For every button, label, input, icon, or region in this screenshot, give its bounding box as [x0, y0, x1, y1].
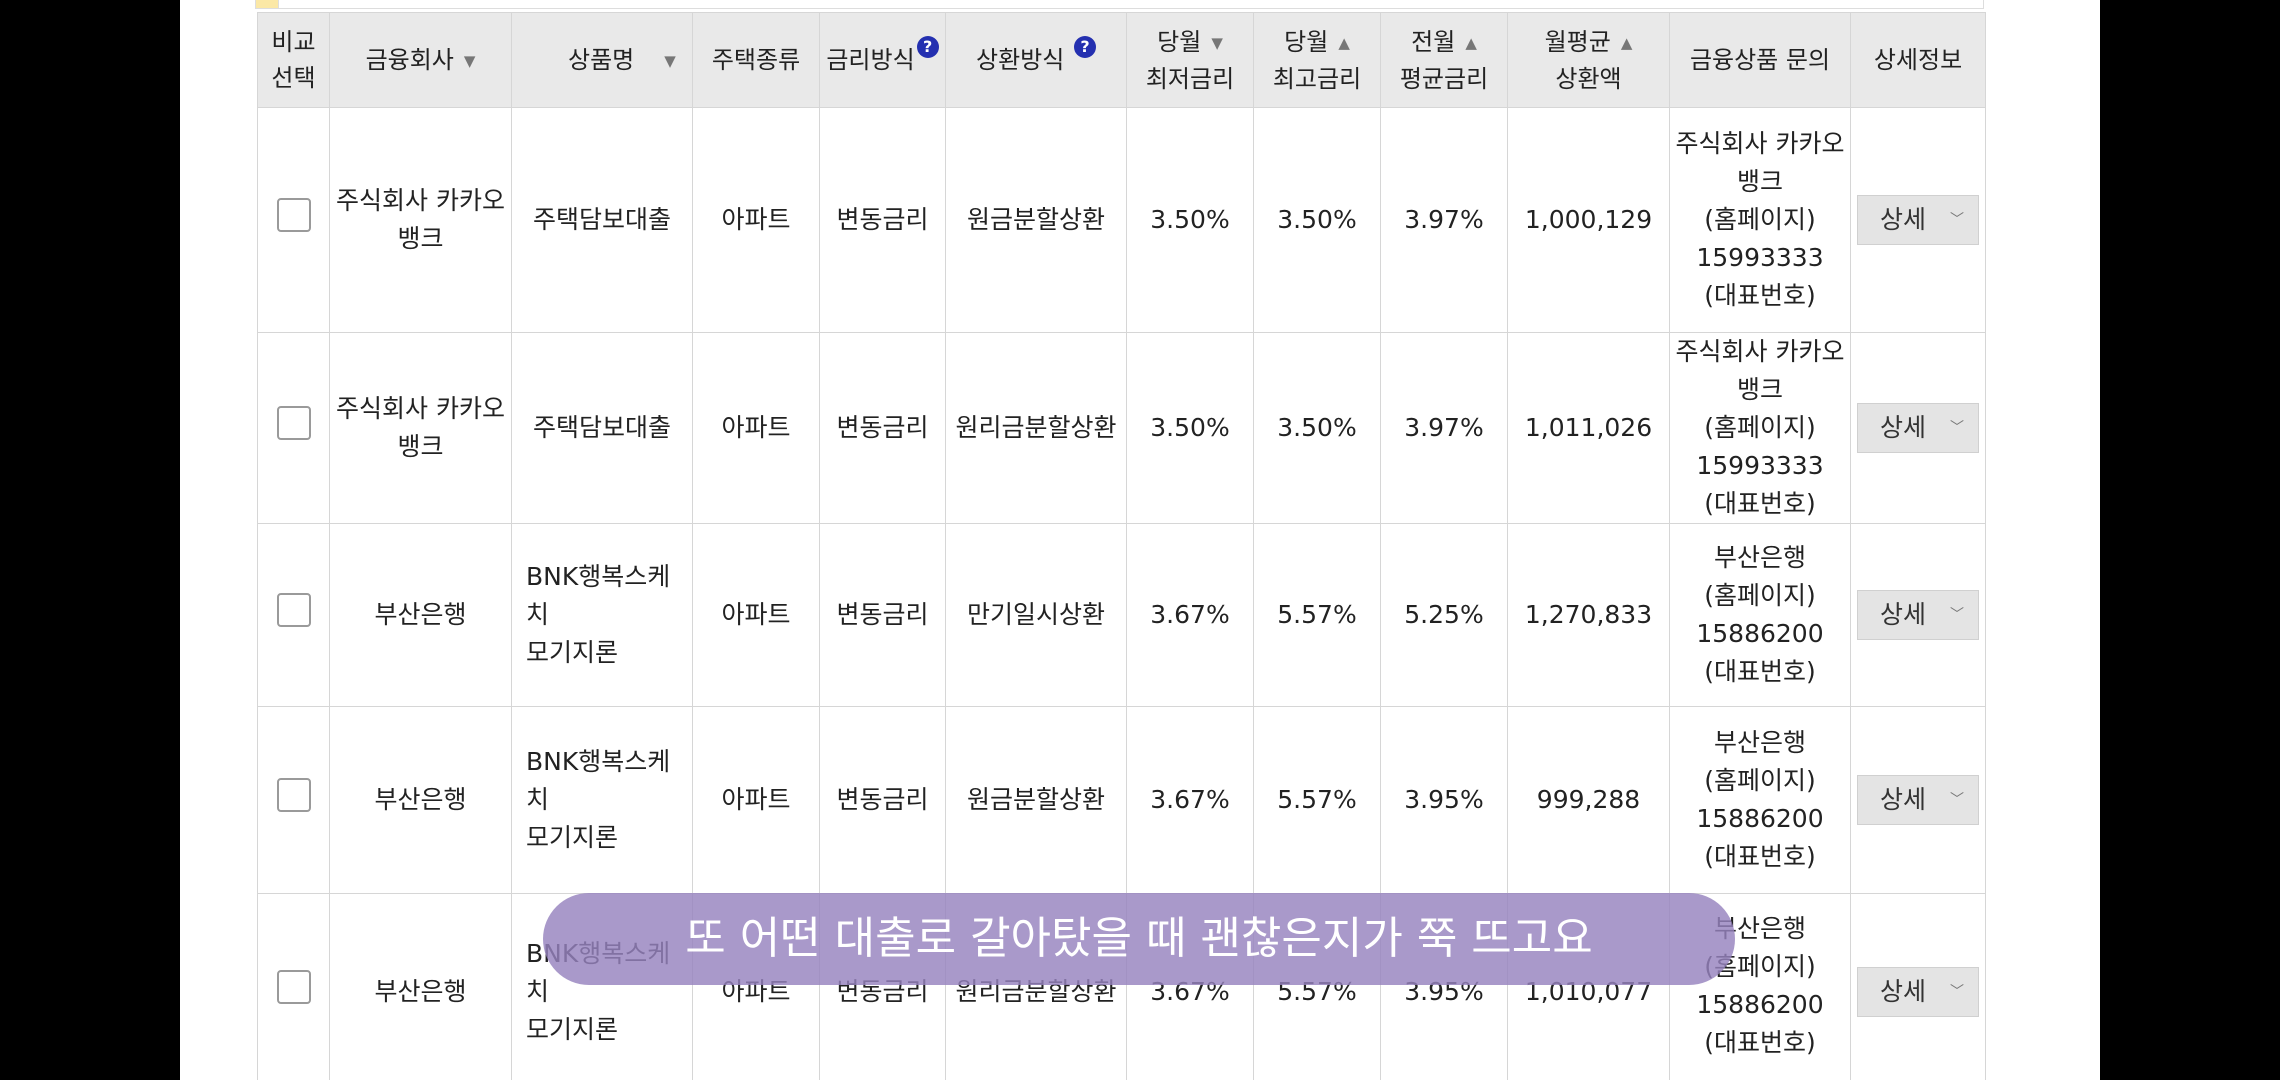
rate-method-cell: 변동금리 — [819, 332, 946, 524]
monthly-payment-cell: 1,000,129 — [1507, 107, 1670, 333]
company-cell: 주식회사 카카오 뱅크 — [329, 332, 512, 524]
chevron-down-icon: ﹀ — [1950, 984, 1964, 1000]
rate-method-cell: 변동금리 — [819, 523, 946, 707]
header-select: 비교 선택 — [257, 12, 330, 108]
chevron-down-icon: ﹀ — [1950, 792, 1964, 808]
header-detail: 상세정보 — [1850, 12, 1986, 108]
inquiry-cell: 주식회사 카카오 뱅크 (홈페이지) 15993333 (대표번호) — [1669, 107, 1851, 333]
detail-button[interactable]: 상세 ﹀ — [1857, 775, 1979, 825]
table-row: 주식회사 카카오 뱅크 주택담보대출 아파트 변동금리 원리금분할상환 3.50%… — [257, 332, 1986, 524]
sort-down-icon[interactable]: ▼ — [1211, 33, 1223, 52]
rate-method-cell: 변동금리 — [819, 706, 946, 894]
compare-checkbox[interactable] — [276, 197, 311, 232]
max-rate-cell: 5.57% — [1253, 523, 1381, 707]
max-rate-cell: 3.50% — [1253, 332, 1381, 524]
chevron-down-icon: ﹀ — [1950, 420, 1964, 436]
help-icon[interactable]: ? — [1073, 36, 1096, 58]
house-type-cell: 아파트 — [692, 706, 820, 894]
header-repay-method: 상환방식 ? — [945, 12, 1127, 108]
compare-checkbox[interactable] — [276, 405, 311, 440]
inquiry-cell: 부산은행 (홈페이지) 15886200 (대표번호) — [1669, 706, 1851, 894]
header-current-max-rate[interactable]: 당월 ▲ 최고금리 — [1253, 12, 1381, 108]
sort-up-icon[interactable]: ▲ — [1465, 33, 1477, 52]
detail-button[interactable]: 상세 ﹀ — [1857, 195, 1979, 245]
sort-up-icon[interactable]: ▲ — [1620, 33, 1633, 52]
avg-rate-cell: 3.97% — [1380, 332, 1508, 524]
header-prev-avg-rate[interactable]: 전월 ▲ 평균금리 — [1380, 12, 1508, 108]
header-inquiry: 금융상품 문의 — [1669, 12, 1851, 108]
avg-rate-cell: 3.95% — [1380, 706, 1508, 894]
detail-button[interactable]: 상세 ﹀ — [1857, 967, 1979, 1017]
min-rate-cell: 3.50% — [1126, 107, 1254, 333]
company-cell: 부산은행 — [329, 523, 512, 707]
header-rate-method: 금리방식? — [819, 12, 946, 108]
sort-up-icon[interactable]: ▲ — [1338, 33, 1350, 52]
sort-down-icon[interactable]: ▼ — [463, 51, 476, 70]
product-cell: 주택담보대출 — [511, 332, 693, 524]
min-rate-cell: 3.67% — [1126, 523, 1254, 707]
compare-checkbox[interactable] — [276, 969, 311, 1004]
sort-down-icon[interactable]: ▼ — [664, 51, 676, 70]
company-cell: 주식회사 카카오 뱅크 — [329, 107, 512, 333]
table-header-row: 비교 선택 금융회사 ▼ 상품명 ▼ 주택종류 금리방식? 상환방식 ? 당월 ▼ 최저금… — [257, 12, 1986, 108]
repay-method-cell: 원금분할상환 — [945, 706, 1127, 894]
loan-comparison-table: 비교 선택 금융회사 ▼ 상품명 ▼ 주택종류 금리방식? 상환방식 ? 당월 ▼ 최저금… — [257, 12, 1986, 1080]
table-row: 부산은행 BNK행복스케치 모기지론 아파트 변동금리 원금분할상환 3.67% … — [257, 706, 1986, 894]
repay-method-cell: 원금분할상환 — [945, 107, 1127, 333]
rate-method-cell: 변동금리 — [819, 107, 946, 333]
monthly-payment-cell: 1,270,833 — [1507, 523, 1670, 707]
house-type-cell: 아파트 — [692, 523, 820, 707]
product-cell: 주택담보대출 — [511, 107, 693, 333]
compare-checkbox[interactable] — [276, 777, 311, 812]
table-row: 부산은행 BNK행복스케치 모기지론 아파트 변동금리 만기일시상환 3.67% … — [257, 523, 1986, 707]
monthly-payment-cell: 1,011,026 — [1507, 332, 1670, 524]
inquiry-cell: 부산은행 (홈페이지) 15886200 (대표번호) — [1669, 523, 1851, 707]
company-cell: 부산은행 — [329, 893, 512, 1080]
avg-rate-cell: 3.97% — [1380, 107, 1508, 333]
top-panel-edge — [255, 0, 1984, 9]
header-house-type: 주택종류 — [692, 12, 820, 108]
help-icon[interactable]: ? — [916, 36, 939, 58]
max-rate-cell: 5.57% — [1253, 706, 1381, 894]
video-subtitle: 또 어떤 대출로 갈아탔을 때 괜찮은지가 쭉 뜨고요 — [543, 893, 1735, 985]
detail-button[interactable]: 상세 ﹀ — [1857, 590, 1979, 640]
header-current-min-rate[interactable]: 당월 ▼ 최저금리 — [1126, 12, 1254, 108]
monthly-payment-cell: 999,288 — [1507, 706, 1670, 894]
web-page: 비교 선택 금융회사 ▼ 상품명 ▼ 주택종류 금리방식? 상환방식 ? 당월 ▼ 최저금… — [180, 0, 2100, 1080]
repay-method-cell: 만기일시상환 — [945, 523, 1127, 707]
min-rate-cell: 3.67% — [1126, 706, 1254, 894]
compare-checkbox[interactable] — [276, 592, 311, 627]
repay-method-cell: 원리금분할상환 — [945, 332, 1127, 524]
company-cell: 부산은행 — [329, 706, 512, 894]
min-rate-cell: 3.50% — [1126, 332, 1254, 524]
detail-button[interactable]: 상세 ﹀ — [1857, 403, 1979, 453]
inquiry-cell: 주식회사 카카오 뱅크 (홈페이지) 15993333 (대표번호) — [1669, 332, 1851, 524]
chevron-down-icon: ﹀ — [1950, 212, 1964, 228]
house-type-cell: 아파트 — [692, 107, 820, 333]
header-product[interactable]: 상품명 ▼ — [511, 12, 693, 108]
house-type-cell: 아파트 — [692, 332, 820, 524]
chevron-down-icon: ﹀ — [1950, 607, 1964, 623]
table-row: 주식회사 카카오 뱅크 주택담보대출 아파트 변동금리 원금분할상환 3.50% … — [257, 107, 1986, 333]
header-monthly-payment[interactable]: 월평균 ▲ 상환액 — [1507, 12, 1670, 108]
max-rate-cell: 3.50% — [1253, 107, 1381, 333]
header-company[interactable]: 금융회사 ▼ — [329, 12, 512, 108]
avg-rate-cell: 5.25% — [1380, 523, 1508, 707]
